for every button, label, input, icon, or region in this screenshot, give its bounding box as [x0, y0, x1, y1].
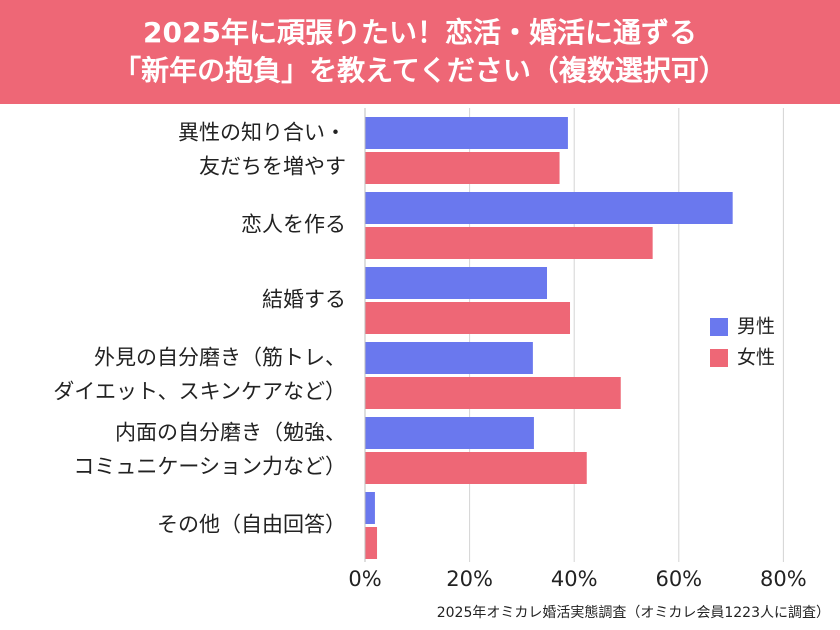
x-tick-label: 80%	[760, 567, 807, 591]
bar-female	[365, 302, 571, 334]
category-label: 友だちを増やす	[199, 155, 346, 179]
bar-female	[365, 152, 560, 184]
bar-female	[365, 527, 378, 559]
category-label: 異性の知り合い・	[178, 121, 346, 145]
legend-label-female: 女性	[737, 347, 775, 369]
bar-male	[365, 192, 733, 224]
x-tick-label: 20%	[446, 567, 493, 591]
title-line-1: 2025年に頑張りたい！恋活・婚活に通ずる	[143, 16, 697, 49]
legend-swatch-male	[710, 318, 728, 336]
bar-female	[365, 377, 621, 409]
bar-male	[365, 267, 548, 299]
category-label: 結婚する	[262, 288, 346, 312]
x-tick-label: 40%	[551, 567, 598, 591]
legend-label-male: 男性	[737, 316, 775, 338]
bar-male	[365, 417, 534, 449]
category-label: ダイエット、スキンケアなど）	[53, 380, 346, 404]
bar-female	[365, 227, 653, 259]
bar-male	[365, 492, 375, 524]
category-label: 外見の自分磨き（筋トレ、	[94, 346, 346, 370]
x-tick-label: 0%	[348, 567, 381, 591]
category-label: コミュニケーション力など）	[73, 455, 346, 479]
bar-male	[365, 117, 568, 149]
legend-swatch-female	[710, 349, 728, 367]
source-note: 2025年オミカレ婚活実態調査（オミカレ会員1223人に調査）	[436, 605, 830, 621]
category-label: 内面の自分磨き（勉強、	[115, 421, 346, 445]
chart-title: 2025年に頑張りたい！恋活・婚活に通ずる 「新年の抱負」を教えてください（複数…	[0, 0, 840, 104]
bar-male	[365, 342, 533, 374]
bar-female	[365, 452, 587, 484]
x-tick-label: 60%	[655, 567, 702, 591]
title-line-2: 「新年の抱負」を教えてください（複数選択可）	[113, 54, 727, 87]
category-label: その他（自由回答）	[157, 513, 346, 537]
category-label: 恋人を作る	[241, 213, 346, 237]
